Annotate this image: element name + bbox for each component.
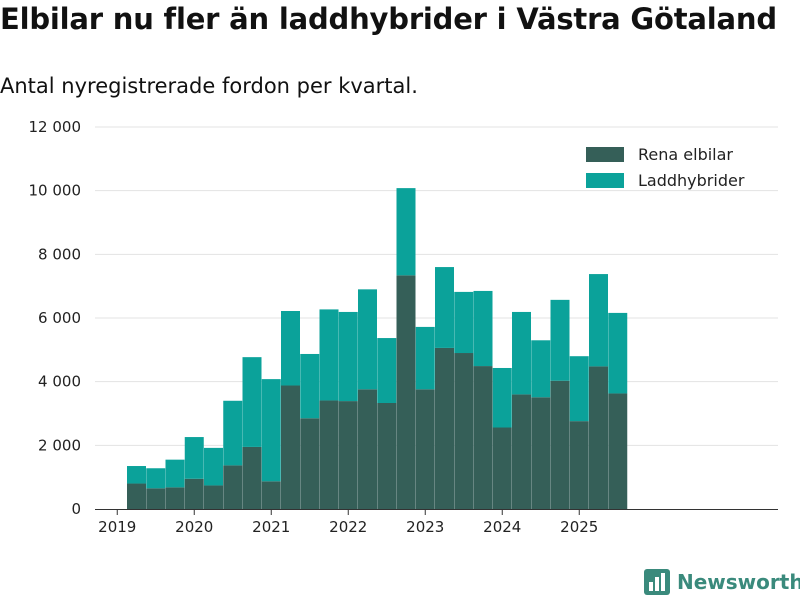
bar-laddhybrider (127, 466, 146, 484)
bar-rena-elbilar (223, 465, 243, 509)
bar-rena-elbilar (492, 427, 512, 509)
bar-laddhybrider (204, 447, 223, 486)
bar-rena-elbilar (473, 366, 493, 509)
bar-rena-elbilar (281, 385, 300, 509)
y-tick-label: 0 (71, 500, 81, 518)
bar-rena-elbilar (454, 353, 474, 509)
bar-rena-elbilar (338, 401, 358, 509)
bar-laddhybrider (165, 459, 185, 488)
bar-rena-elbilar (415, 389, 435, 509)
bar-rena-elbilar (396, 275, 416, 509)
bar-laddhybrider (435, 267, 454, 348)
bar-laddhybrider (512, 311, 531, 395)
chart-title: Elbilar nu fler än laddhybrider i Västra… (0, 2, 777, 36)
bar-rena-elbilar (589, 366, 608, 509)
bar-rena-elbilar (569, 421, 589, 509)
y-tick-label: 6 000 (38, 309, 81, 327)
y-tick-label: 2 000 (38, 436, 81, 454)
bar-laddhybrider (569, 356, 589, 422)
bar-rena-elbilar (531, 397, 551, 509)
x-tick-label: 2022 (329, 518, 367, 536)
legend-swatch (586, 173, 624, 188)
bar-laddhybrider (608, 312, 628, 394)
bar-rena-elbilar (550, 380, 570, 509)
bar-rena-elbilar (435, 347, 454, 509)
bar-rena-elbilar (242, 446, 262, 509)
bar-laddhybrider (415, 326, 435, 390)
bar-laddhybrider (261, 379, 281, 482)
bar-rena-elbilar (319, 400, 339, 509)
newsworthy-logo: Newsworthy (644, 569, 800, 595)
y-tick-label: 8 000 (38, 245, 81, 263)
x-tick-label: 2023 (406, 518, 444, 536)
legend-swatch (586, 147, 624, 162)
bar-laddhybrider (531, 340, 551, 398)
bar-laddhybrider (358, 289, 377, 390)
bar-laddhybrider (338, 311, 358, 402)
bar-chart-icon (644, 569, 670, 595)
bar-rena-elbilar (377, 402, 397, 509)
bar-laddhybrider (589, 274, 608, 367)
bars (127, 188, 628, 509)
y-tick-label: 4 000 (38, 373, 81, 391)
axes: 0 2 000 4 000 6 000 8 000 10 000 12 000 2019 202… (29, 118, 778, 536)
bar-rena-elbilar (300, 418, 320, 509)
bar-laddhybrider (550, 299, 570, 381)
bar-rena-elbilar (261, 481, 281, 509)
bar-laddhybrider (223, 400, 243, 466)
x-tick-label: 2025 (560, 518, 598, 536)
legend-label: Rena elbilar (638, 145, 733, 164)
bar-laddhybrider (184, 437, 204, 479)
bar-laddhybrider (473, 290, 493, 367)
x-tick-label: 2021 (252, 518, 290, 536)
bar-laddhybrider (146, 468, 166, 489)
bar-rena-elbilar (165, 487, 185, 509)
bar-rena-elbilar (204, 485, 223, 509)
y-tick-label: 10 000 (29, 182, 82, 200)
bar-rena-elbilar (146, 488, 166, 509)
bar-rena-elbilar (127, 483, 146, 509)
bar-laddhybrider (281, 310, 300, 386)
y-tick-label: 12 000 (29, 118, 82, 136)
bar-laddhybrider (242, 357, 262, 447)
bar-rena-elbilar (358, 389, 377, 509)
legend-label: Laddhybrider (638, 171, 745, 190)
legend: Rena elbilar Laddhybrider (586, 145, 745, 190)
x-tick-label: 2024 (483, 518, 521, 536)
x-tick-label: 2020 (175, 518, 213, 536)
chart-subtitle: Antal nyregistrerade fordon per kvartal. (0, 74, 418, 98)
bar-rena-elbilar (512, 394, 531, 509)
bar-laddhybrider (319, 309, 339, 401)
bar-laddhybrider (492, 367, 512, 428)
bar-laddhybrider (377, 338, 397, 403)
bar-laddhybrider (300, 353, 320, 419)
bar-rena-elbilar (608, 393, 628, 509)
bar-laddhybrider (396, 188, 416, 276)
bar-rena-elbilar (184, 478, 204, 509)
bar-laddhybrider (454, 291, 474, 354)
brand-name: Newsworthy (677, 570, 800, 594)
x-tick-label: 2019 (98, 518, 136, 536)
